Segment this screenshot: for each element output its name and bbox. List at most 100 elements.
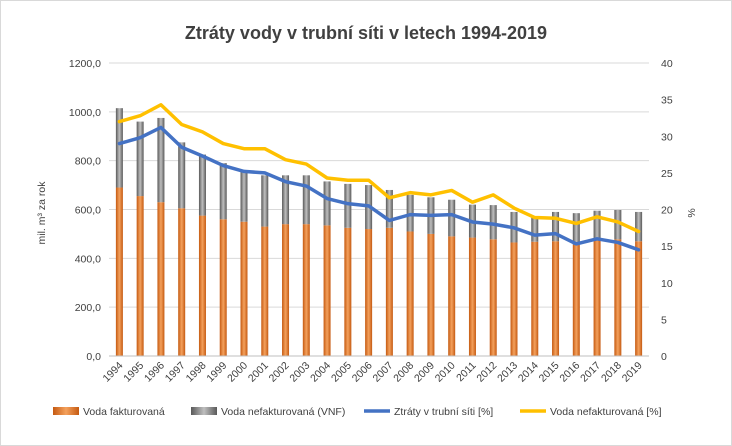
bar-voda-fakturovana	[219, 219, 227, 356]
bar-voda-fakturovana	[406, 231, 414, 356]
y-tick-label: 0,0	[86, 351, 101, 363]
y-tick-label: 1000,0	[69, 107, 101, 119]
bar-voda-nefakturovana	[344, 183, 352, 228]
bar-voda-nefakturovana	[635, 211, 643, 242]
x-tick-label: 1999	[204, 360, 229, 385]
y2-tick-label: 20	[661, 205, 673, 217]
x-tick-label: 2010	[433, 360, 458, 385]
x-tick-label: 2013	[495, 360, 520, 385]
bar-voda-nefakturovana	[489, 205, 497, 240]
bar-voda-fakturovana	[614, 239, 622, 356]
y-tick-label: 800,0	[75, 156, 101, 168]
x-tick-label: 2006	[350, 360, 375, 385]
x-tick-label: 2016	[557, 360, 582, 385]
bar-voda-fakturovana	[136, 196, 144, 356]
x-tick-label: 2018	[599, 360, 624, 385]
bar-voda-nefakturovana	[323, 181, 331, 226]
bar-voda-nefakturovana	[261, 175, 269, 227]
x-tick-label: 2017	[578, 360, 603, 385]
bar-voda-fakturovana	[448, 236, 456, 356]
line-ztraty	[117, 125, 641, 252]
bar-voda-fakturovana	[552, 241, 560, 356]
bar-voda-nefakturovana	[593, 210, 601, 239]
y2-tick-label: 15	[661, 241, 673, 253]
bar-voda-nefakturovana	[385, 189, 393, 228]
bar-voda-fakturovana	[323, 225, 331, 356]
legend-item-vnf-percent: Voda nefakturovaná [%]	[520, 406, 662, 418]
left-axis: 0,0 200,0 400,0 600,0 800,0 1000,0 1200,0	[69, 58, 101, 363]
bar-voda-nefakturovana	[552, 211, 560, 242]
legend-label: Voda fakturovaná	[83, 406, 165, 418]
y-tick-label: 1200,0	[69, 58, 101, 70]
bar-voda-fakturovana	[489, 239, 497, 356]
y2-tick-label: 35	[661, 95, 673, 107]
bar-voda-nefakturovana	[198, 154, 206, 216]
bar-voda-fakturovana	[385, 227, 393, 356]
chart-title: Ztráty vody v trubní síti v letech 1994-…	[185, 23, 547, 43]
y-tick-label: 200,0	[75, 302, 101, 314]
legend-item-voda-nefakturovana: Voda nefakturovaná (VNF)	[191, 406, 345, 418]
bar-voda-fakturovana	[115, 187, 123, 356]
y-tick-label: 400,0	[75, 253, 101, 265]
x-tick-label: 2000	[225, 360, 250, 385]
bar-voda-fakturovana	[510, 242, 518, 356]
legend-label: Voda nefakturovaná (VNF)	[221, 406, 345, 418]
bar-voda-fakturovana	[157, 202, 165, 356]
legend-label: Ztráty v trubní síti [%]	[394, 406, 493, 418]
x-tick-label: 2008	[391, 360, 416, 385]
x-tick-label: 2003	[287, 360, 312, 385]
x-tick-label: 1996	[142, 360, 167, 385]
bar-voda-fakturovana	[240, 221, 248, 356]
x-tick-label: 2001	[246, 360, 271, 385]
y-tick-label: 600,0	[75, 205, 101, 217]
x-tick-label: 1997	[163, 360, 188, 385]
bar-voda-nefakturovana	[219, 163, 227, 220]
y2-tick-label: 25	[661, 168, 673, 180]
x-tick-label: 2005	[329, 360, 354, 385]
x-tick-label: 1998	[184, 360, 209, 385]
bar-voda-nefakturovana	[572, 213, 580, 245]
bar-voda-fakturovana	[365, 229, 373, 356]
bar-voda-fakturovana	[178, 208, 186, 356]
bar-voda-fakturovana	[572, 244, 580, 356]
bar-voda-fakturovana	[302, 224, 310, 356]
x-tick-label: 1994	[101, 360, 126, 385]
x-axis: 1994199519961997199819992000200120022003…	[101, 355, 649, 385]
bar-voda-fakturovana	[468, 237, 476, 356]
x-tick-label: 2007	[371, 360, 396, 385]
bar-voda-fakturovana	[282, 224, 290, 356]
y2-tick-label: 0	[661, 351, 667, 363]
bar-voda-nefakturovana	[448, 199, 456, 237]
bar-voda-fakturovana	[198, 215, 206, 356]
x-tick-label: 2004	[308, 360, 333, 385]
x-tick-label: 2011	[454, 360, 479, 385]
x-tick-label: 2012	[474, 360, 499, 385]
bar-voda-nefakturovana	[302, 175, 310, 225]
right-axis: 0 5 10 15 20 25 30 35 40	[661, 58, 673, 363]
bar-voda-fakturovana	[427, 233, 435, 356]
legend: Voda fakturovaná Voda nefakturovaná (VNF)…	[53, 406, 662, 418]
legend-swatch	[53, 407, 79, 415]
bar-voda-fakturovana	[635, 241, 643, 356]
x-tick-label: 2014	[516, 360, 541, 385]
bar-voda-fakturovana	[593, 238, 601, 356]
bar-voda-nefakturovana	[531, 217, 539, 242]
lines	[117, 103, 641, 252]
x-tick-label: 2015	[537, 360, 562, 385]
bar-voda-fakturovana	[344, 227, 352, 356]
bar-voda-nefakturovana	[136, 121, 144, 197]
x-tick-label: 2002	[267, 360, 292, 385]
bar-voda-nefakturovana	[614, 209, 622, 240]
y2-tick-label: 5	[661, 314, 667, 326]
y2-tick-label: 10	[661, 278, 673, 290]
x-tick-label: 1995	[121, 360, 146, 385]
x-tick-label: 2019	[620, 360, 645, 385]
x-tick-label: 2009	[412, 360, 437, 385]
legend-item-voda-fakturovana: Voda fakturovaná	[53, 406, 165, 418]
line-vnf-percent	[117, 103, 641, 234]
y-axis-title: mil. m³ za rok	[36, 181, 48, 245]
bar-voda-nefakturovana	[115, 108, 123, 188]
legend-swatch	[191, 407, 217, 415]
